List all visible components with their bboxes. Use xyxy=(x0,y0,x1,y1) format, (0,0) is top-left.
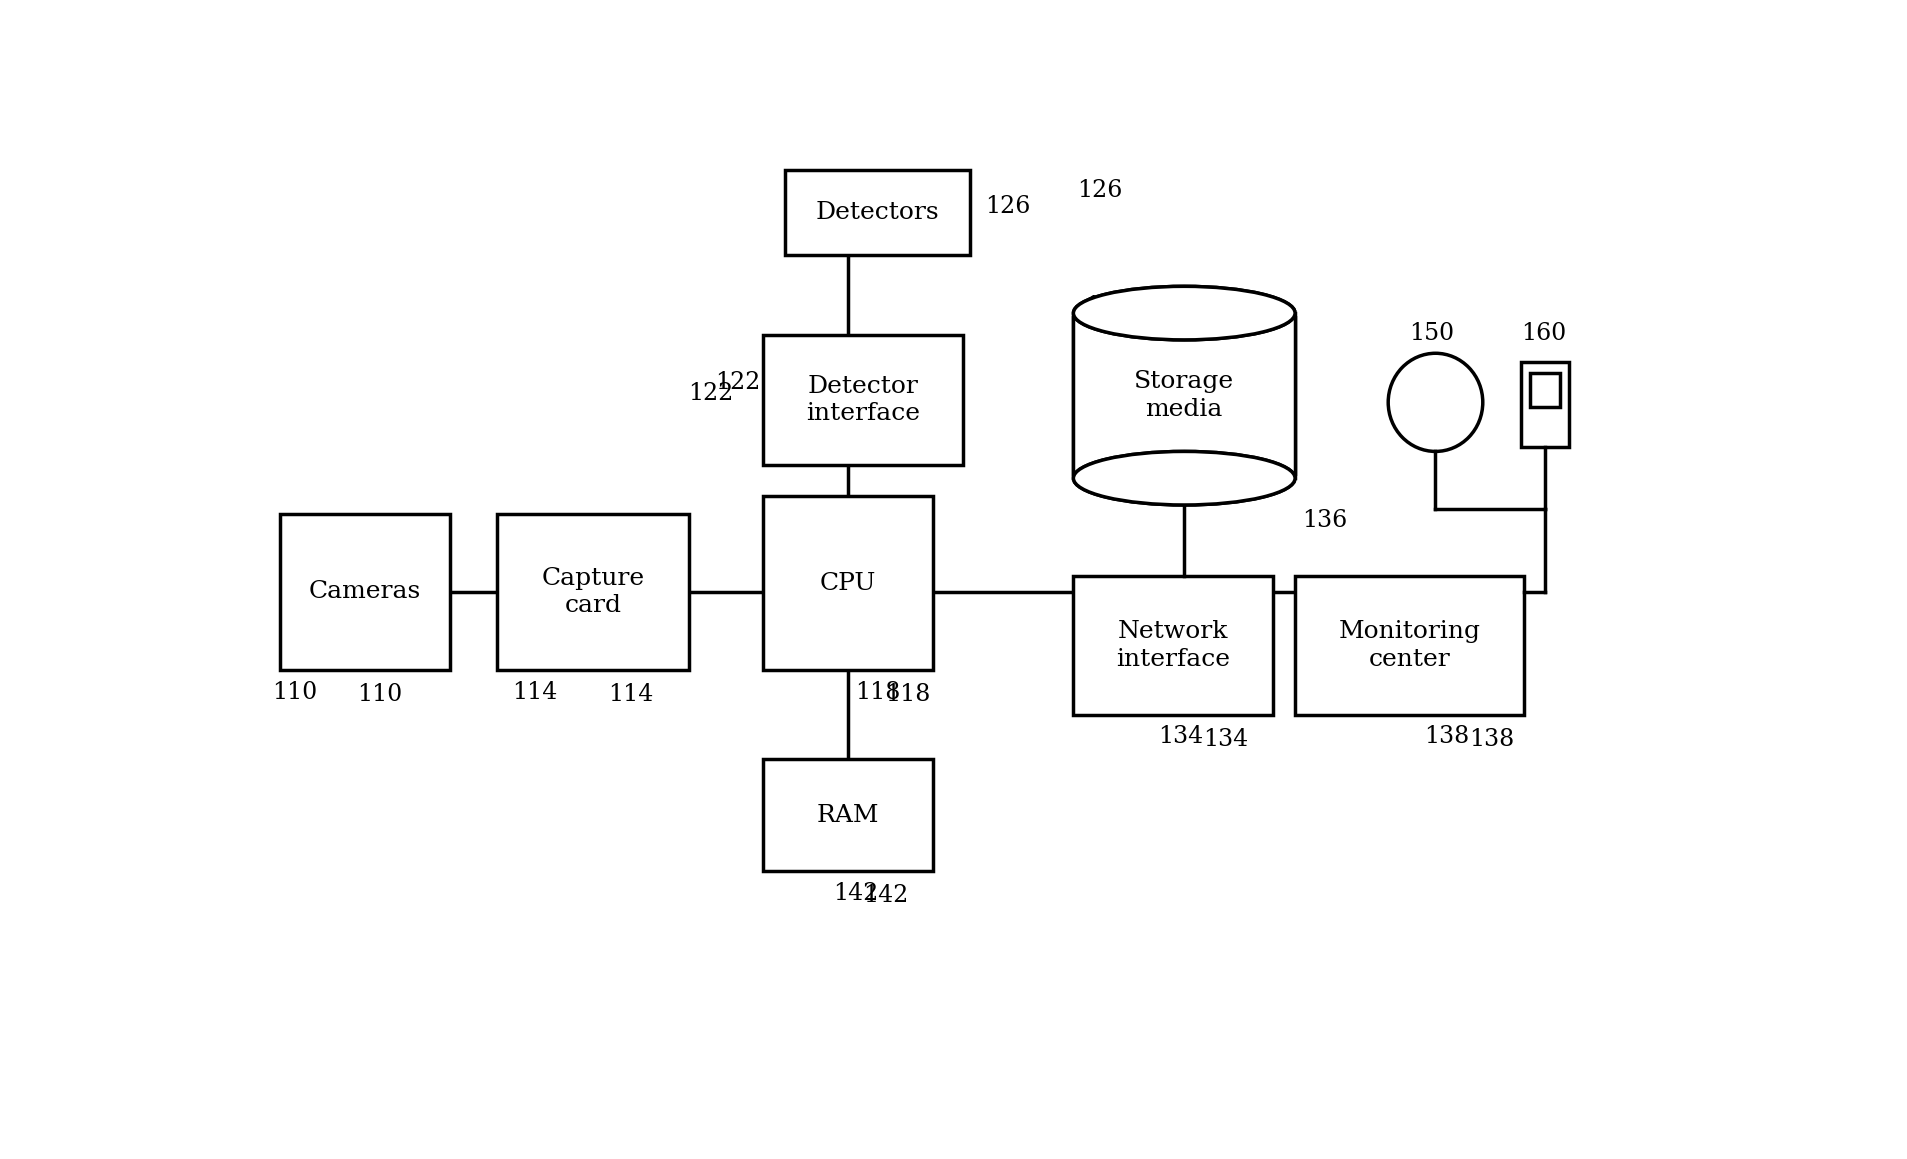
Text: Cameras: Cameras xyxy=(309,581,421,604)
Text: 130: 130 xyxy=(1085,296,1131,319)
Text: 118: 118 xyxy=(856,680,900,704)
Text: 142: 142 xyxy=(862,884,908,907)
FancyBboxPatch shape xyxy=(498,513,688,670)
Text: 114: 114 xyxy=(608,684,654,707)
FancyBboxPatch shape xyxy=(1295,576,1524,715)
Text: 122: 122 xyxy=(688,382,734,406)
Text: CPU: CPU xyxy=(820,571,875,595)
FancyBboxPatch shape xyxy=(1074,576,1274,715)
Text: Capture
card: Capture card xyxy=(542,567,645,618)
Text: 126: 126 xyxy=(1077,180,1123,202)
Text: 134: 134 xyxy=(1203,728,1247,751)
Text: 142: 142 xyxy=(833,882,879,904)
Ellipse shape xyxy=(1074,286,1295,340)
Text: 118: 118 xyxy=(885,684,931,707)
Text: 110: 110 xyxy=(273,680,318,704)
Ellipse shape xyxy=(1074,286,1295,340)
Text: Network
interface: Network interface xyxy=(1116,620,1230,671)
Text: 134: 134 xyxy=(1158,726,1203,749)
Text: 136: 136 xyxy=(1302,510,1348,532)
Text: 114: 114 xyxy=(511,680,557,704)
Text: Detectors: Detectors xyxy=(816,202,940,224)
Text: Detector
interface: Detector interface xyxy=(807,374,919,425)
Text: 126: 126 xyxy=(984,195,1030,218)
FancyBboxPatch shape xyxy=(280,513,450,670)
Text: 138: 138 xyxy=(1425,726,1470,749)
Ellipse shape xyxy=(1074,451,1295,505)
FancyBboxPatch shape xyxy=(763,496,933,670)
Text: 122: 122 xyxy=(715,371,761,394)
Text: 160: 160 xyxy=(1522,322,1566,345)
FancyBboxPatch shape xyxy=(1529,373,1560,407)
FancyBboxPatch shape xyxy=(763,335,963,465)
FancyBboxPatch shape xyxy=(786,170,971,255)
FancyBboxPatch shape xyxy=(1522,362,1568,447)
Text: 110: 110 xyxy=(357,684,402,707)
FancyBboxPatch shape xyxy=(763,759,933,870)
Text: RAM: RAM xyxy=(816,803,879,826)
Text: Monitoring
center: Monitoring center xyxy=(1339,620,1480,671)
Text: 150: 150 xyxy=(1409,322,1453,345)
Text: 138: 138 xyxy=(1468,728,1514,751)
Ellipse shape xyxy=(1074,451,1295,505)
Ellipse shape xyxy=(1388,353,1484,452)
FancyBboxPatch shape xyxy=(1074,313,1295,479)
Text: Storage
media: Storage media xyxy=(1135,371,1234,421)
